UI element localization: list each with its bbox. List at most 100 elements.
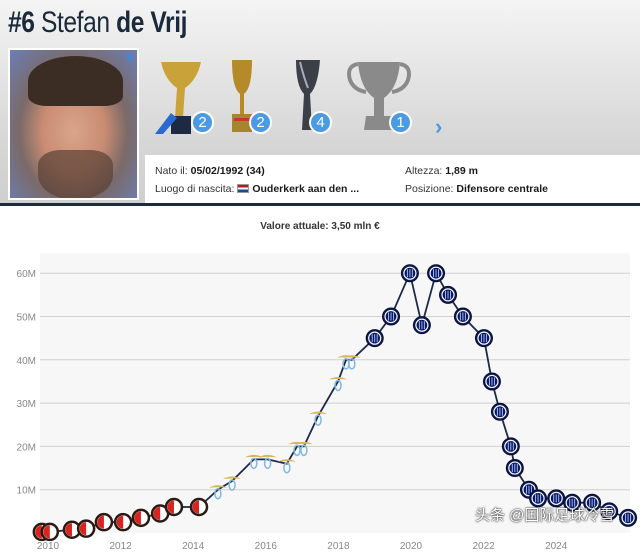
inter-logo-ring bbox=[485, 374, 499, 389]
lazio-eagle-icon bbox=[258, 454, 277, 458]
watermark: 头条 @国际足球冷雪 bbox=[475, 507, 615, 524]
chevron-right-icon[interactable]: › bbox=[435, 114, 443, 139]
x-tick-label: 2022 bbox=[472, 541, 495, 552]
feyenoord-logo-half bbox=[192, 500, 200, 514]
inter-logo-ring bbox=[549, 491, 563, 505]
scudetto-trophy-icon[interactable] bbox=[153, 58, 213, 138]
lazio-shield bbox=[228, 479, 236, 491]
y-tick-label: 40M bbox=[17, 356, 36, 367]
feyenoord-logo-half bbox=[65, 523, 72, 537]
x-tick-label: 2018 bbox=[327, 541, 350, 552]
inter-logo-ring bbox=[621, 511, 635, 525]
data-point-inter bbox=[439, 285, 458, 304]
player-photo bbox=[8, 48, 139, 200]
data-point-lazio bbox=[258, 454, 277, 470]
inter-logo-ring bbox=[493, 405, 507, 419]
data-point-lazio bbox=[329, 376, 348, 392]
data-point-inter bbox=[547, 489, 566, 508]
trophy-count-badge: 2 bbox=[191, 111, 214, 134]
generic-trophy-icon[interactable] bbox=[346, 58, 411, 138]
data-point-inter bbox=[400, 264, 419, 283]
data-point-inter bbox=[453, 307, 472, 326]
data-point-lazio bbox=[342, 355, 361, 370]
plus-icon[interactable]: + bbox=[125, 50, 133, 65]
coppa-italia-trophy-icon[interactable] bbox=[222, 58, 282, 138]
data-point-inter bbox=[600, 502, 619, 521]
lazio-eagle-icon bbox=[277, 459, 296, 462]
lazio-shield bbox=[293, 444, 301, 457]
lazio-eagle-icon bbox=[309, 411, 328, 415]
x-tick-label: 2012 bbox=[109, 541, 132, 552]
x-tick-label: 2020 bbox=[400, 541, 423, 552]
inter-logo-ring bbox=[508, 461, 522, 475]
data-point-inter bbox=[382, 307, 401, 326]
y-tick-label: 50M bbox=[17, 313, 36, 324]
data-point-feyenoord bbox=[113, 512, 133, 532]
trophy-count-badge: 2 bbox=[249, 111, 272, 134]
lazio-eagle-icon bbox=[342, 355, 361, 358]
inter-logo-ring bbox=[504, 439, 518, 453]
shirt-number: #6 bbox=[8, 6, 35, 39]
page-title: #6 Stefan de Vrij bbox=[8, 6, 187, 40]
inter-logo-ring bbox=[585, 496, 599, 510]
lazio-shield bbox=[348, 358, 356, 370]
data-point-inter bbox=[529, 489, 548, 508]
data-point-feyenoord bbox=[189, 497, 209, 517]
data-point-inter bbox=[482, 372, 501, 391]
netherlands-flag-icon bbox=[237, 184, 250, 193]
y-tick-label: 10M bbox=[17, 486, 36, 497]
inter-logo-ring bbox=[441, 288, 455, 302]
supercoppa-trophy-icon[interactable] bbox=[290, 58, 350, 138]
lazio-eagle-icon bbox=[208, 485, 227, 488]
inter-logo-ring bbox=[531, 491, 545, 505]
lazio-shield bbox=[300, 444, 308, 457]
data-point-lazio bbox=[223, 476, 242, 491]
lazio-eagle-icon bbox=[294, 441, 313, 445]
feyenoord-logo-half bbox=[153, 507, 161, 521]
inter-logo-ring bbox=[565, 496, 579, 510]
x-tick-label: 2016 bbox=[255, 541, 278, 552]
data-point-inter bbox=[563, 493, 582, 512]
height: Altezza: 1,89 m bbox=[405, 165, 478, 177]
lazio-shield bbox=[314, 414, 322, 426]
inter-logo-ring bbox=[477, 331, 491, 345]
inter-logo-ring bbox=[368, 331, 382, 345]
lazio-shield bbox=[214, 487, 222, 500]
data-point-lazio bbox=[309, 411, 328, 426]
birthplace: Luogo di nascita: Ouderkerk aan den ... bbox=[155, 183, 360, 195]
birth-date: Nato il: 05/02/1992 (34) bbox=[155, 165, 265, 177]
inter-logo-ring bbox=[403, 266, 417, 280]
lazio-eagle-icon bbox=[223, 476, 242, 480]
feyenoord-logo-half bbox=[97, 515, 104, 529]
inter-logo-ring bbox=[522, 483, 536, 497]
y-tick-label: 30M bbox=[17, 399, 36, 410]
data-point-feyenoord bbox=[131, 508, 151, 528]
data-point-inter bbox=[583, 493, 602, 512]
data-point-feyenoord bbox=[94, 512, 114, 532]
inter-logo-ring bbox=[456, 309, 470, 324]
market-value-chart: 10M 20M 30M 40M 50M 60M 2010 2012 2014 2016 2018 20… bbox=[17, 253, 638, 552]
x-tick-label: 2010 bbox=[37, 541, 60, 552]
data-point-inter bbox=[619, 508, 638, 527]
data-point-inter bbox=[474, 329, 493, 348]
x-tick-label: 2024 bbox=[545, 541, 568, 552]
feyenoord-logo-half bbox=[116, 515, 124, 529]
data-point-lazio bbox=[244, 454, 263, 470]
data-point-feyenoord bbox=[164, 497, 184, 517]
first-name: Stefan bbox=[40, 6, 110, 39]
lazio-eagle-icon bbox=[244, 454, 263, 458]
feyenoord-logo-half bbox=[35, 525, 42, 539]
y-tick-label: 20M bbox=[17, 442, 36, 453]
data-point-lazio bbox=[294, 441, 313, 457]
trophy-count-badge: 4 bbox=[309, 111, 332, 134]
feyenoord-logo-half bbox=[79, 522, 87, 536]
data-point-feyenoord bbox=[40, 522, 60, 542]
data-point-inter bbox=[490, 402, 509, 421]
data-point-inter bbox=[501, 437, 520, 456]
lazio-shield bbox=[250, 457, 258, 470]
data-point-lazio bbox=[208, 485, 227, 500]
lazio-shield bbox=[263, 457, 272, 470]
feyenoord-logo-half bbox=[167, 500, 174, 514]
feyenoord-logo-half bbox=[134, 511, 141, 525]
lazio-shield bbox=[283, 461, 291, 474]
